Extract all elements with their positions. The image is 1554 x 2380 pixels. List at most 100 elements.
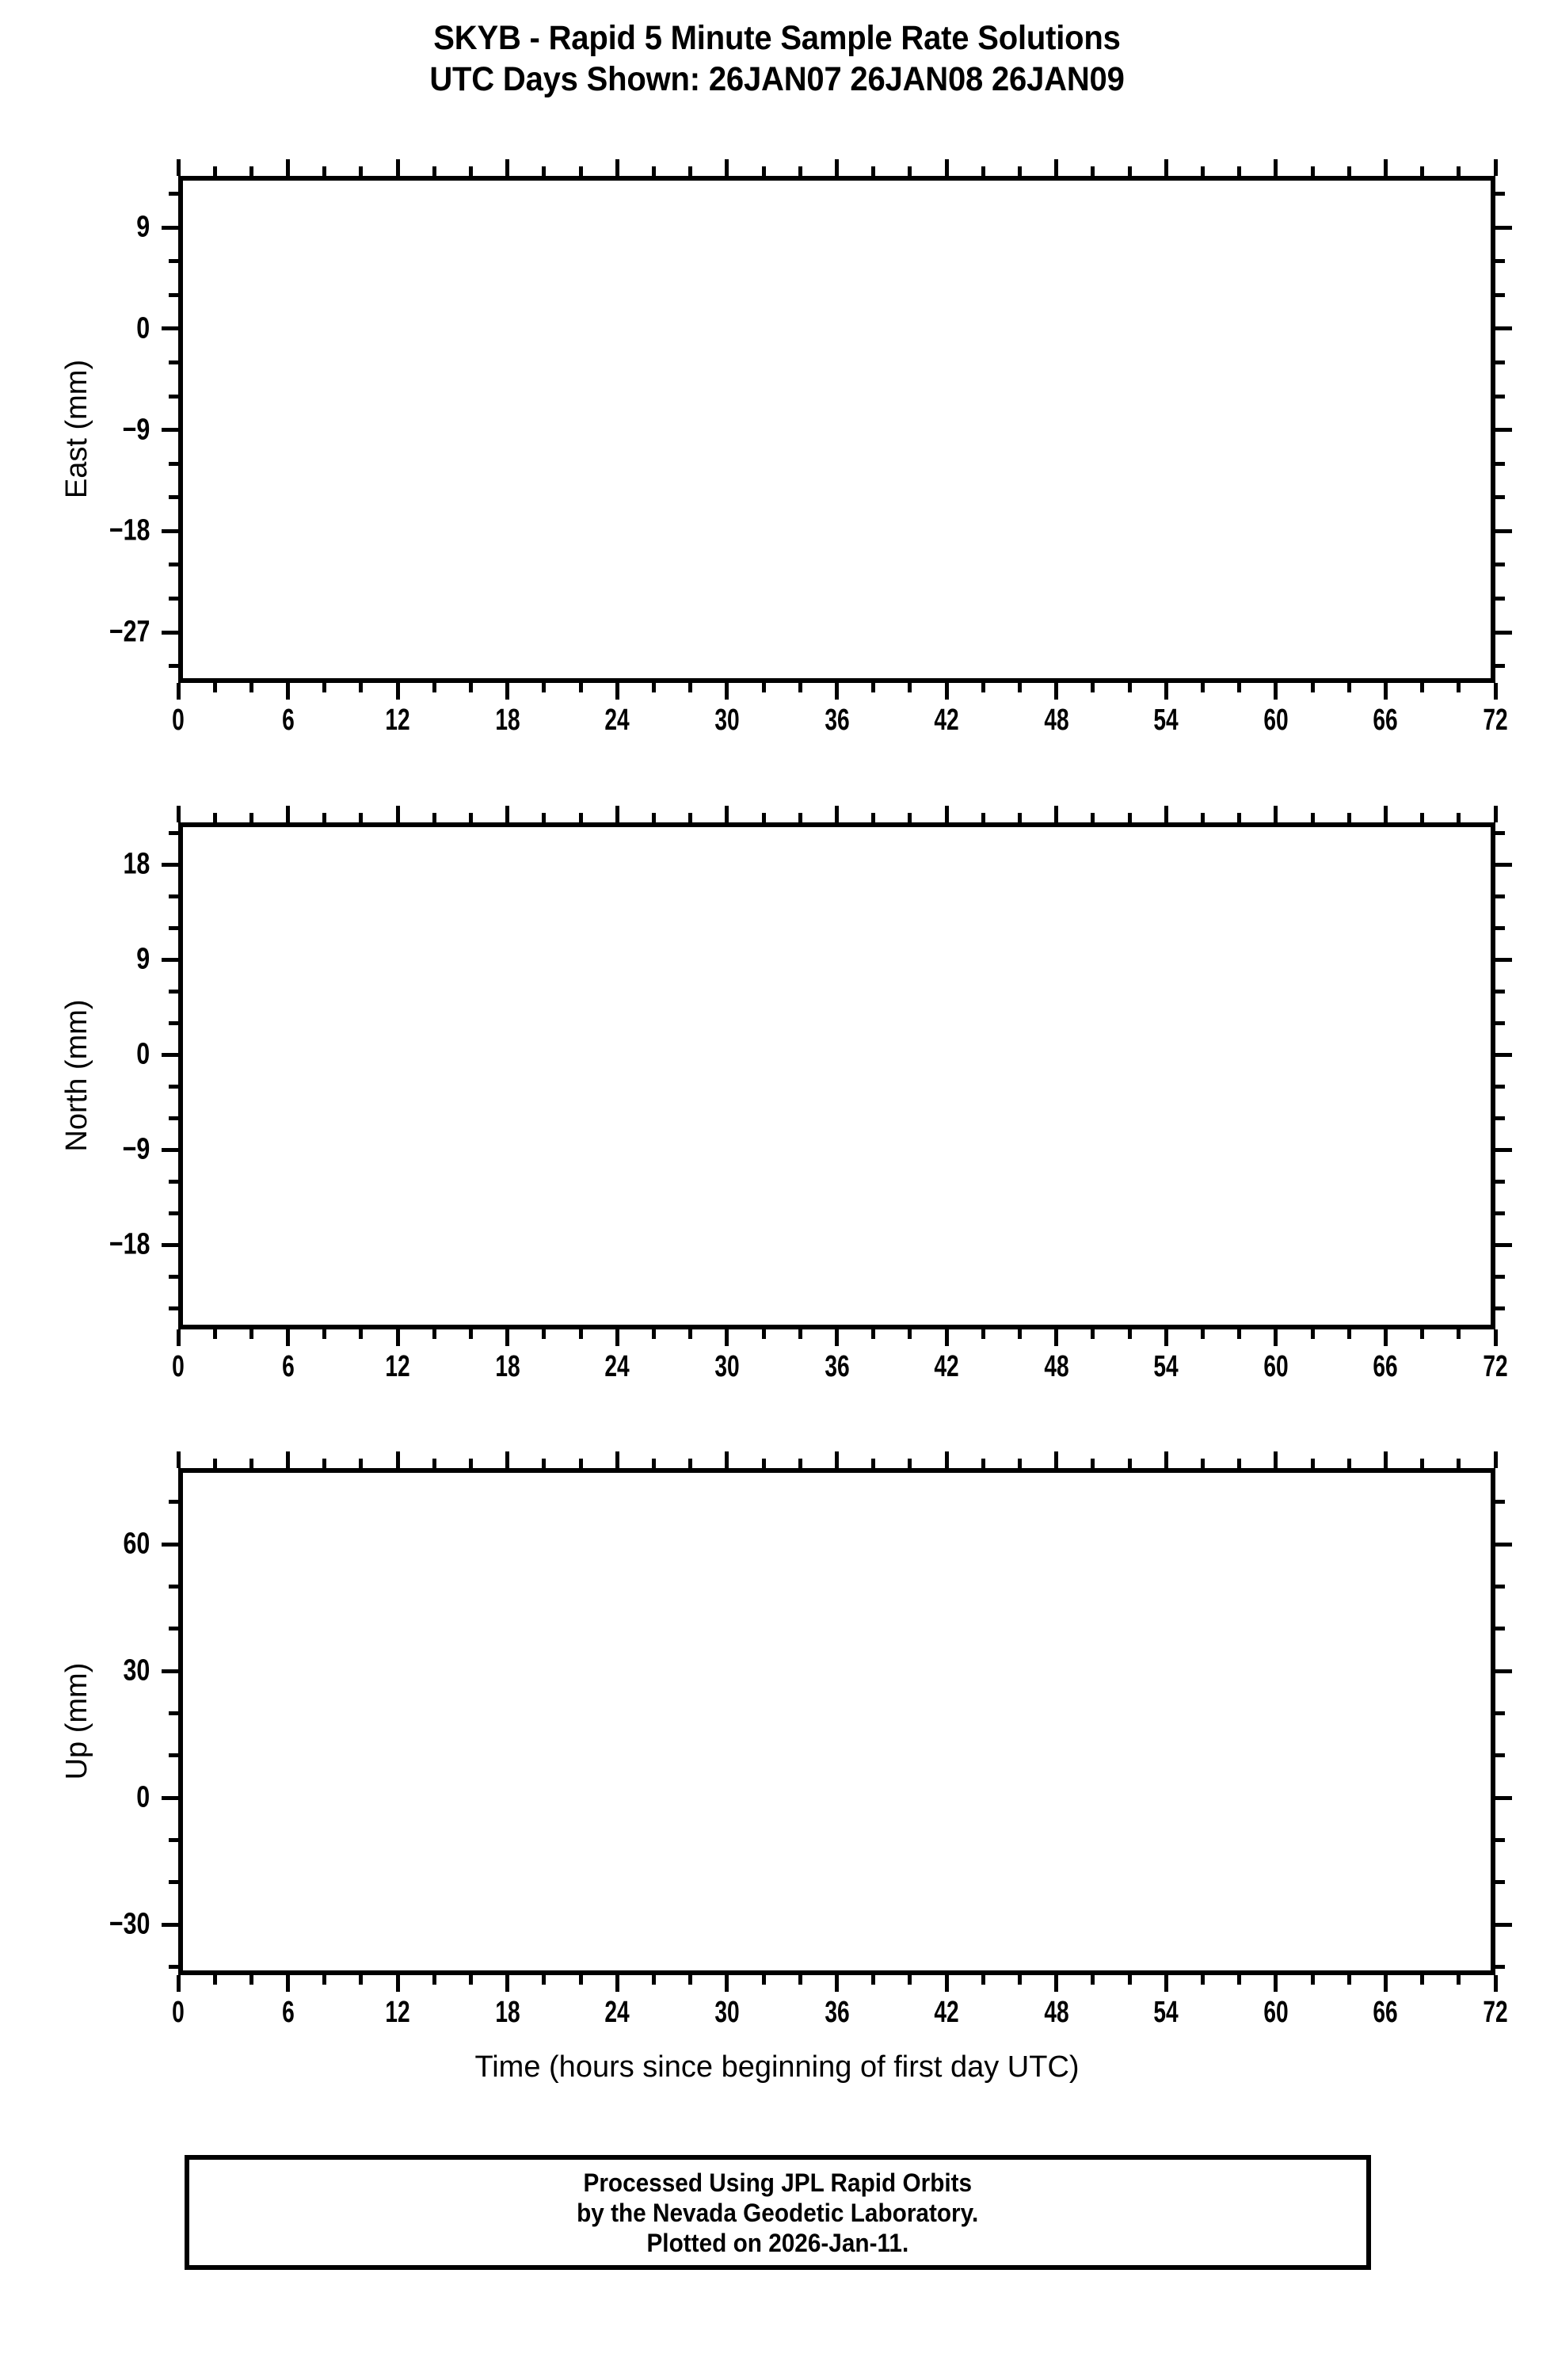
x-tick-up (505, 1451, 510, 1468)
x-tick-up (542, 1459, 547, 1468)
x-tick-north (1054, 806, 1059, 822)
x-tick-north (542, 813, 547, 822)
x-tick-east (1310, 166, 1315, 176)
x-tick-east (176, 683, 181, 700)
x-tick-north (1200, 813, 1205, 822)
y-tick-north (169, 1179, 178, 1184)
y-tick-up (1495, 1880, 1505, 1885)
x-tick-up (1164, 1451, 1168, 1468)
x-tick-up (871, 1459, 876, 1468)
footer-line-3: Plotted on 2026-Jan-11. (646, 2228, 909, 2257)
x-tick-up (432, 1459, 436, 1468)
chart-title: SKYB - Rapid 5 Minute Sample Rate Soluti… (0, 17, 1554, 100)
x-tick-label: 24 (604, 704, 630, 737)
panel-east: 0 6 12 18 24 30 36 42 48 54 60 66 72 9 0 −9 −18 −27 East (… (60, 159, 1512, 737)
x-tick-up (1274, 1975, 1278, 1992)
y-tick-north (169, 1084, 178, 1089)
x-tick-up (615, 1975, 619, 1992)
x-tick-up (469, 1975, 474, 1985)
x-tick-north (322, 1329, 327, 1339)
x-tick-east (1383, 683, 1388, 700)
x-tick-north (505, 806, 510, 822)
y-tick-label: −27 (109, 615, 150, 649)
y-tick-label: 0 (136, 311, 150, 345)
x-tick-up (359, 1459, 364, 1468)
x-tick-up (652, 1459, 657, 1468)
x-tick-east (1310, 683, 1315, 692)
y-tick-up (1495, 1837, 1505, 1842)
x-tick-east (176, 159, 181, 176)
x-tick-label: 54 (1153, 704, 1179, 737)
x-tick-up (761, 1975, 766, 1985)
x-tick-east (1457, 166, 1461, 176)
x-tick-north (1091, 1329, 1095, 1339)
x-tick-north (1493, 806, 1498, 822)
x-tick-up (761, 1459, 766, 1468)
x-tick-north (1127, 1329, 1132, 1339)
x-tick-up (1493, 1451, 1498, 1468)
x-tick-north (578, 1329, 583, 1339)
y-tick-east (1495, 326, 1512, 331)
x-tick-up (395, 1975, 400, 1992)
y-tick-east (1495, 428, 1512, 433)
y-tick-east (1495, 360, 1505, 365)
y-tick-up (169, 1584, 178, 1589)
x-tick-label: 6 (281, 1996, 295, 2029)
x-tick-label: 24 (604, 1350, 630, 1383)
x-tick-up (1493, 1975, 1498, 1992)
x-tick-label: 66 (1373, 1996, 1399, 2029)
x-tick-east (1054, 159, 1059, 176)
x-tick-east (1346, 683, 1351, 692)
x-tick-east (395, 683, 400, 700)
x-tick-north (249, 1329, 253, 1339)
x-tick-up (981, 1975, 985, 1985)
x-tick-up (1017, 1459, 1022, 1468)
y-tick-east (169, 259, 178, 264)
y-tick-up (1495, 1500, 1505, 1505)
y-tick-north (169, 1306, 178, 1310)
x-tick-east (908, 166, 912, 176)
y-tick-east (169, 292, 178, 297)
x-tick-north (871, 813, 876, 822)
x-tick-north (1200, 1329, 1205, 1339)
x-tick-east (432, 683, 436, 692)
y-tick-north (1495, 1211, 1505, 1215)
x-tick-north (1420, 813, 1425, 822)
x-tick-up (322, 1459, 327, 1468)
x-axis-title: Time (hours since beginning of first day… (474, 2050, 1080, 2084)
x-tick-up (1200, 1975, 1205, 1985)
x-tick-north (944, 806, 949, 822)
x-tick-up (1346, 1975, 1351, 1985)
x-tick-east (908, 683, 912, 692)
x-tick-north (1457, 813, 1461, 822)
x-tick-up (835, 1451, 839, 1468)
x-tick-up (249, 1975, 253, 1985)
y-tick-east (1495, 563, 1505, 567)
x-tick-north (1383, 1329, 1388, 1346)
x-tick-east (725, 683, 729, 700)
x-tick-north (176, 806, 181, 822)
title-line-1: SKYB - Rapid 5 Minute Sample Rate Soluti… (433, 19, 1121, 57)
x-tick-label: 6 (281, 1350, 295, 1383)
y-tick-up (162, 1542, 178, 1547)
x-tick-up (1200, 1459, 1205, 1468)
x-tick-east (542, 166, 547, 176)
x-tick-north (1237, 813, 1242, 822)
y-tick-label: 9 (136, 210, 150, 244)
x-tick-label: 60 (1263, 1350, 1289, 1383)
y-tick-label: 0 (136, 1780, 150, 1814)
x-tick-north (615, 806, 619, 822)
x-tick-east (761, 166, 766, 176)
x-tick-east (1200, 683, 1205, 692)
x-tick-east (981, 683, 985, 692)
y-tick-label: −18 (109, 1227, 150, 1261)
y-tick-east (169, 192, 178, 196)
x-tick-label: 72 (1483, 1996, 1508, 2029)
x-tick-east (1420, 683, 1425, 692)
x-tick-label: 42 (934, 1350, 959, 1383)
x-tick-east (1274, 683, 1278, 700)
x-tick-up (944, 1975, 949, 1992)
x-tick-east (1091, 683, 1095, 692)
y-tick-up (169, 1627, 178, 1631)
x-tick-north (761, 1329, 766, 1339)
